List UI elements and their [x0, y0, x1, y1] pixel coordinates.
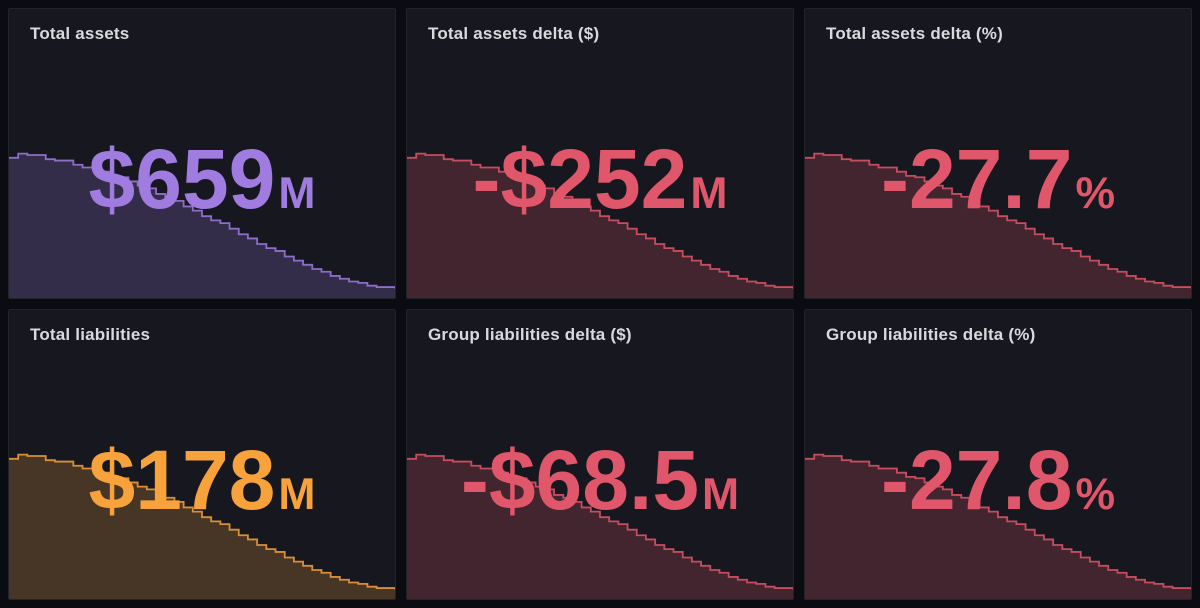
stat-panel-group-liabilities-delta-percent: Group liabilities delta (%) -27.8%: [804, 309, 1192, 600]
stat-number: $659: [88, 132, 276, 226]
stat-value: $659M: [89, 137, 316, 221]
stat-number: -$252: [472, 132, 688, 226]
sparkline-chart: [805, 449, 1191, 599]
stat-panel-total-assets: Total assets $659M: [8, 8, 396, 299]
panel-title-total-liabilities[interactable]: Total liabilities: [30, 325, 151, 344]
stat-value-area: -27.7%: [805, 44, 1191, 298]
stat-value-area: -$252M: [407, 44, 793, 298]
panel-title-total-assets-delta-percent[interactable]: Total assets delta (%): [826, 24, 1003, 43]
stat-suffix: %: [1075, 169, 1116, 218]
sparkline-chart: [407, 148, 793, 298]
stat-suffix: M: [278, 470, 316, 519]
sparkline-chart: [805, 148, 1191, 298]
stat-panel-total-assets-delta-dollars: Total assets delta ($) -$252M: [406, 8, 794, 299]
stat-value: -$68.5M: [461, 438, 739, 522]
sparkline-chart: [9, 449, 395, 599]
stat-value: -27.7%: [881, 137, 1115, 221]
stat-number: -$68.5: [460, 433, 700, 527]
stat-suffix: %: [1075, 470, 1116, 519]
sparkline-chart: [407, 449, 793, 599]
stat-suffix: M: [278, 169, 316, 218]
stat-value-area: $659M: [9, 44, 395, 298]
stat-suffix: M: [690, 169, 728, 218]
stat-value: -27.8%: [881, 438, 1115, 522]
stat-number: -27.8: [880, 433, 1073, 527]
stat-value: $178M: [89, 438, 316, 522]
panel-title-total-assets[interactable]: Total assets: [30, 24, 130, 43]
stat-value-area: -$68.5M: [407, 345, 793, 599]
stat-value-area: $178M: [9, 345, 395, 599]
stat-panel-total-liabilities: Total liabilities $178M: [8, 309, 396, 600]
panel-title-total-assets-delta-dollars[interactable]: Total assets delta ($): [428, 24, 600, 43]
stat-panel-group-liabilities-delta-dollars: Group liabilities delta ($) -$68.5M: [406, 309, 794, 600]
stat-value: -$252M: [473, 137, 728, 221]
stat-number: -27.7: [880, 132, 1073, 226]
sparkline-chart: [9, 148, 395, 298]
stat-suffix: M: [702, 470, 740, 519]
panel-title-group-liabilities-delta-dollars[interactable]: Group liabilities delta ($): [428, 325, 632, 344]
panel-title-group-liabilities-delta-percent[interactable]: Group liabilities delta (%): [826, 325, 1036, 344]
stat-number: $178: [88, 433, 276, 527]
stat-value-area: -27.8%: [805, 345, 1191, 599]
stat-panel-total-assets-delta-percent: Total assets delta (%) -27.7%: [804, 8, 1192, 299]
